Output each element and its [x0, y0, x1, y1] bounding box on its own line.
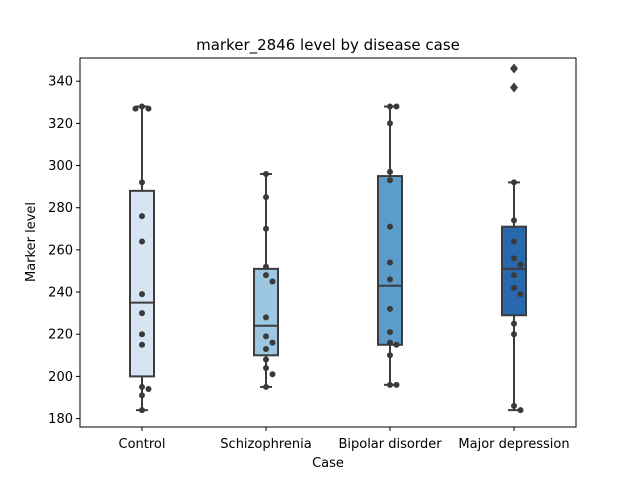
data-point: [263, 364, 269, 371]
x-axis-label: Case: [312, 456, 344, 471]
data-point: [387, 305, 393, 312]
data-point: [511, 320, 517, 327]
data-points-schizophrenia: [263, 170, 276, 390]
y-tick-label: 320: [48, 117, 73, 132]
data-point: [387, 177, 393, 184]
x-tick-label: Bipolar disorder: [338, 437, 442, 452]
data-point: [387, 168, 393, 175]
data-point: [139, 179, 145, 186]
data-point: [393, 381, 400, 388]
data-point: [263, 333, 269, 340]
x-tick-label: Schizophrenia: [220, 437, 311, 452]
y-tick-label: 300: [48, 159, 73, 174]
data-point: [263, 314, 269, 321]
data-point: [517, 261, 524, 268]
data-point: [387, 276, 393, 283]
data-point: [139, 407, 145, 414]
y-tick-label: 240: [48, 286, 73, 301]
data-point: [511, 238, 517, 245]
data-points-bipolar-disorder: [387, 103, 400, 388]
data-point: [511, 402, 517, 409]
data-point: [139, 238, 145, 245]
chart-marks: [129, 63, 527, 414]
data-point: [132, 105, 139, 112]
data-point: [263, 225, 269, 232]
y-axis-label: Marker level: [24, 202, 39, 282]
chart-title: marker_2846 level by disease case: [196, 36, 460, 55]
data-point: [387, 352, 393, 359]
y-tick-label: 180: [48, 412, 73, 427]
data-point: [269, 278, 276, 285]
data-point: [511, 255, 517, 262]
data-point: [393, 103, 400, 110]
data-point: [139, 310, 145, 317]
data-point: [387, 329, 393, 336]
data-point: [139, 291, 145, 298]
data-point: [263, 194, 269, 201]
data-point: [387, 120, 393, 127]
data-points-control: [132, 103, 152, 414]
data-points-major-depression: [511, 179, 524, 414]
data-point: [139, 392, 145, 399]
data-point: [139, 383, 145, 390]
outlier-marker: [510, 63, 518, 74]
data-point: [263, 272, 269, 279]
data-point: [139, 341, 145, 348]
outlier-marker: [510, 82, 518, 93]
data-point: [387, 381, 393, 388]
y-tick-label: 260: [48, 243, 73, 258]
data-point: [139, 331, 145, 338]
data-point: [387, 259, 393, 266]
data-point: [263, 170, 269, 177]
x-tick-label: Major depression: [458, 437, 569, 452]
data-point: [145, 105, 152, 112]
data-point: [517, 407, 524, 414]
data-point: [269, 371, 276, 378]
data-point: [387, 103, 393, 110]
data-point: [263, 383, 269, 390]
data-point: [511, 179, 517, 186]
plot-area-frame: [79, 57, 577, 428]
y-axis: 180 200 220 240 260 280 300 320 340: [48, 75, 80, 427]
data-point: [393, 341, 400, 348]
x-axis: Control Schizophrenia Bipolar disorder Majo…: [119, 427, 570, 452]
y-tick-label: 280: [48, 201, 73, 216]
y-tick-label: 340: [48, 75, 73, 90]
data-point: [263, 345, 269, 352]
data-point: [387, 339, 393, 346]
y-tick-label: 220: [48, 328, 73, 343]
data-point: [145, 386, 152, 393]
data-point: [517, 291, 524, 298]
data-point: [139, 213, 145, 220]
data-point: [139, 103, 145, 110]
y-tick-label: 200: [48, 370, 73, 385]
data-point: [511, 331, 517, 338]
data-point: [263, 356, 269, 363]
x-tick-label: Control: [119, 437, 166, 452]
data-point: [511, 217, 517, 224]
data-point: [387, 223, 393, 230]
data-point: [511, 284, 517, 291]
data-point: [263, 263, 269, 270]
data-point: [511, 272, 517, 279]
data-point: [269, 339, 276, 346]
